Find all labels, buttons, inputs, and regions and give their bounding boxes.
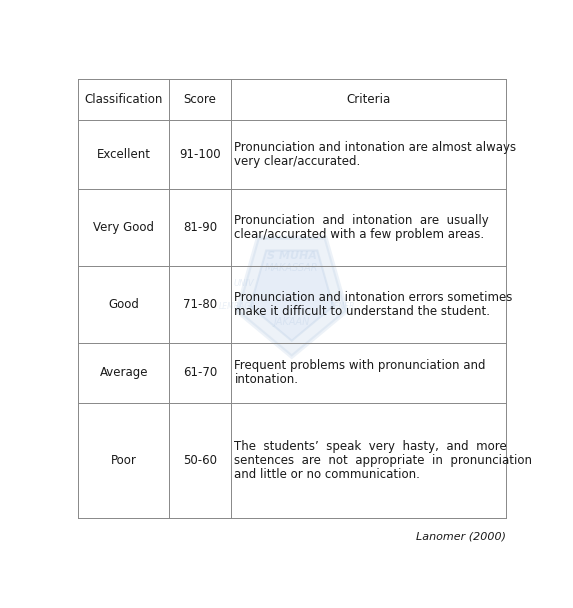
- Text: 50-60: 50-60: [183, 454, 217, 467]
- Polygon shape: [250, 250, 333, 340]
- Text: intonation.: intonation.: [234, 373, 299, 386]
- Text: JAKAAN: JAKAAN: [273, 317, 310, 326]
- Text: clear/accurated with a few problem areas.: clear/accurated with a few problem areas…: [234, 228, 485, 241]
- Text: 61-70: 61-70: [183, 366, 217, 379]
- Polygon shape: [237, 238, 346, 357]
- Text: Pronunciation  and  intonation  are  usually: Pronunciation and intonation are usually: [234, 214, 489, 227]
- Text: UNIV: UNIV: [233, 278, 254, 288]
- Text: LEMBAGA: LEMBAGA: [219, 302, 256, 311]
- Text: Lanomer (2000): Lanomer (2000): [415, 532, 505, 542]
- Text: Excellent: Excellent: [97, 148, 151, 161]
- Text: Pronunciation and intonation errors sometimes: Pronunciation and intonation errors some…: [234, 291, 513, 304]
- Text: Criteria: Criteria: [346, 93, 390, 106]
- Text: Frequent problems with pronunciation and: Frequent problems with pronunciation and: [234, 359, 486, 372]
- Text: make it difficult to understand the student.: make it difficult to understand the stud…: [234, 305, 490, 318]
- Text: 71-80: 71-80: [183, 298, 217, 311]
- Text: MAKASSAR: MAKASSAR: [265, 263, 319, 273]
- Text: Poor: Poor: [111, 454, 136, 467]
- Text: 81-90: 81-90: [183, 221, 217, 234]
- Text: sentences  are  not  appropriate  in  pronunciation: sentences are not appropriate in pronunc…: [234, 454, 532, 467]
- Text: very clear/accurated.: very clear/accurated.: [234, 154, 361, 168]
- Text: Average: Average: [99, 366, 148, 379]
- Text: Score: Score: [183, 93, 217, 106]
- Text: Very Good: Very Good: [93, 221, 154, 234]
- Text: The  students’  speak  very  hasty,  and  more: The students’ speak very hasty, and more: [234, 440, 507, 453]
- Text: Classification: Classification: [84, 93, 163, 106]
- Text: 91-100: 91-100: [179, 148, 221, 161]
- Text: and little or no communication.: and little or no communication.: [234, 468, 421, 481]
- Text: Pronunciation and intonation are almost always: Pronunciation and intonation are almost …: [234, 141, 517, 154]
- Text: S MUHA: S MUHA: [267, 251, 317, 261]
- Text: Good: Good: [108, 298, 139, 311]
- Text: PENER: PENER: [329, 302, 355, 311]
